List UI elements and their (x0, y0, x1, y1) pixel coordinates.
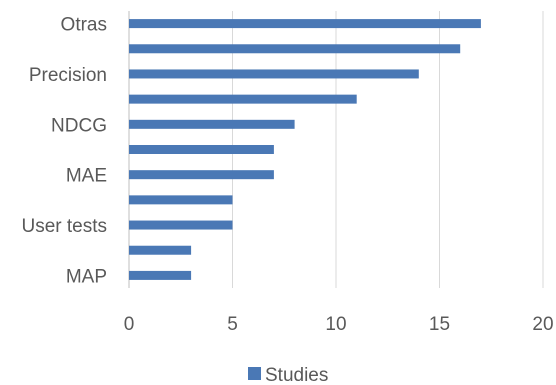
legend-label: Studies (265, 365, 328, 385)
x-tick-label: 20 (532, 314, 553, 335)
bar (129, 270, 192, 280)
category-label: NDCG (51, 115, 107, 136)
x-tick-labels: 0 5 10 15 20 (124, 314, 554, 335)
bar (129, 170, 274, 180)
bars (129, 19, 481, 280)
category-label: MAE (66, 166, 107, 187)
bar (129, 145, 274, 154)
category-label: Precision (29, 65, 107, 86)
category-label: User tests (21, 216, 107, 237)
bar (129, 245, 192, 255)
gridlines (128, 11, 544, 288)
bar (129, 220, 233, 230)
bar (129, 19, 481, 29)
x-tick-label: 0 (124, 314, 135, 335)
category-label: Otras (61, 15, 107, 36)
x-tick-label: 5 (227, 314, 238, 335)
bar (129, 69, 419, 79)
bar (129, 94, 357, 104)
legend-swatch (248, 367, 261, 380)
category-label: MAP (66, 266, 107, 287)
legend: Studies (248, 365, 328, 385)
x-tick-label: 10 (325, 314, 346, 335)
bar (129, 44, 461, 54)
x-tick-label: 15 (429, 314, 450, 335)
bar (129, 195, 233, 205)
category-labels: Otras Precision NDCG MAE User tests MAP (21, 15, 107, 288)
bar (129, 119, 295, 129)
